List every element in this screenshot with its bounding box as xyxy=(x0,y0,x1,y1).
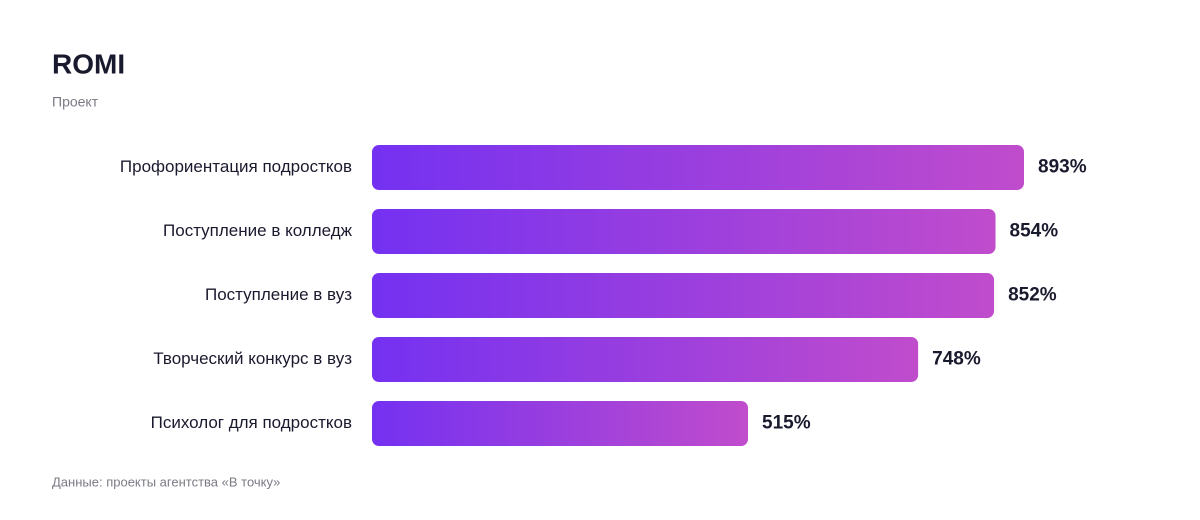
value-label: 748% xyxy=(932,349,981,370)
y-tick-label: Творческий конкурс в вуз xyxy=(153,349,352,368)
bar xyxy=(372,337,919,382)
y-tick-label: Профориентация подростков xyxy=(120,157,352,176)
source-note: Данные: проекты агентства «В точку» xyxy=(52,474,280,489)
value-label: 515% xyxy=(762,413,811,434)
bar xyxy=(372,209,996,254)
y-tick-label: Поступление в колледж xyxy=(163,221,353,240)
chart-title: ROMI xyxy=(52,48,125,79)
value-label: 854% xyxy=(1010,221,1059,242)
value-label: 852% xyxy=(1008,285,1057,306)
y-tick-label: Поступление в вуз xyxy=(205,285,352,304)
y-tick-label: Психолог для подростков xyxy=(151,413,352,432)
bar xyxy=(372,273,995,318)
bar xyxy=(372,401,749,446)
bar xyxy=(372,145,1024,190)
chart-subtitle: Проект xyxy=(52,94,99,110)
value-label: 893% xyxy=(1038,157,1087,178)
